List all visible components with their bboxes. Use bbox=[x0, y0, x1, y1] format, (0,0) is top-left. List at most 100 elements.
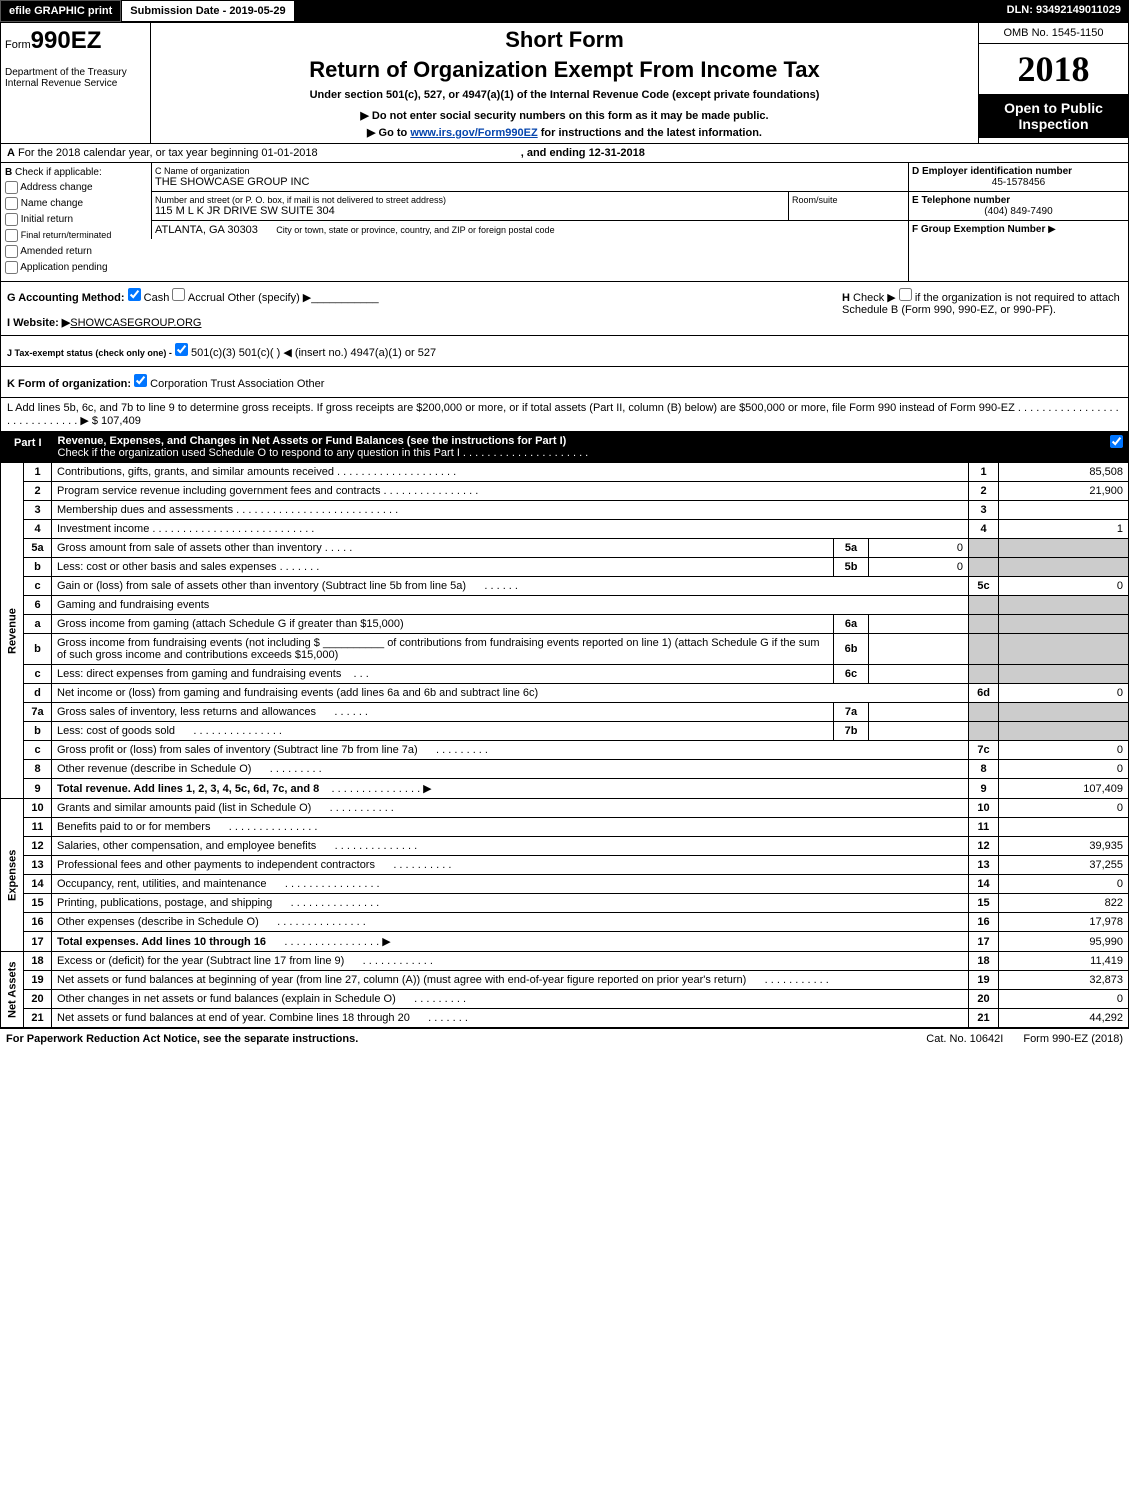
num-17: 17 bbox=[24, 932, 52, 952]
lbl-initial: Initial return bbox=[21, 214, 73, 225]
f-label: F Group Exemption Number bbox=[912, 224, 1045, 235]
num-20: 20 bbox=[24, 990, 52, 1009]
ln-7c: 7c bbox=[969, 741, 999, 760]
amt-18: 11,419 bbox=[999, 952, 1129, 971]
desc-10-text: Grants and similar amounts paid (list in… bbox=[57, 802, 311, 814]
desc-7a-text: Gross sales of inventory, less returns a… bbox=[57, 706, 316, 718]
sub-7b: 7b bbox=[834, 722, 869, 741]
num-3: 3 bbox=[24, 501, 52, 520]
check-pending: Application pending bbox=[5, 261, 147, 274]
desc-1: Contributions, gifts, grants, and simila… bbox=[52, 463, 969, 482]
row-8: 8 Other revenue (describe in Schedule O)… bbox=[1, 760, 1129, 779]
amt-19: 32,873 bbox=[999, 971, 1129, 990]
j-line: J Tax-exempt status (check only one) - 5… bbox=[7, 343, 1122, 359]
num-12: 12 bbox=[24, 837, 52, 856]
department: Department of the Treasury bbox=[5, 67, 146, 78]
amt-14: 0 bbox=[999, 875, 1129, 894]
desc-5c-text: Gain or (loss) from sale of assets other… bbox=[57, 580, 466, 592]
ln-16: 16 bbox=[969, 913, 999, 932]
desc-9: Total revenue. Add lines 1, 2, 3, 4, 5c,… bbox=[52, 779, 969, 799]
row-10: Expenses 10 Grants and similar amounts p… bbox=[1, 799, 1129, 818]
checkbox-part1[interactable] bbox=[1110, 435, 1123, 448]
amt-20: 0 bbox=[999, 990, 1129, 1009]
check-amended: Amended return bbox=[5, 245, 147, 258]
part1-header: Part I Revenue, Expenses, and Changes in… bbox=[0, 432, 1129, 462]
desc-17: Total expenses. Add lines 10 through 16 … bbox=[52, 932, 969, 952]
ln-6b-sh bbox=[969, 634, 999, 665]
lbl-address: Address change bbox=[20, 182, 92, 193]
row-6b: b Gross income from fundraising events (… bbox=[1, 634, 1129, 665]
row-5b: b Less: cost or other basis and sales ex… bbox=[1, 558, 1129, 577]
irs-label: Internal Revenue Service bbox=[5, 78, 146, 89]
i-label: I Website: ▶ bbox=[7, 317, 70, 329]
ln-1: 1 bbox=[969, 463, 999, 482]
section-b-header: B Check if applicable: bbox=[5, 167, 147, 178]
desc-21-text: Net assets or fund balances at end of ye… bbox=[57, 1012, 410, 1024]
checkbox-initial[interactable] bbox=[5, 213, 18, 226]
k-opts: Corporation Trust Association Other bbox=[150, 378, 324, 390]
desc-6d: Net income or (loss) from gaming and fun… bbox=[52, 684, 969, 703]
checkbox-final[interactable] bbox=[5, 229, 18, 242]
sub-6a: 6a bbox=[834, 615, 869, 634]
desc-17-text: Total expenses. Add lines 10 through 16 bbox=[57, 936, 266, 948]
side-revenue: Revenue bbox=[1, 463, 24, 799]
checkbox-name[interactable] bbox=[5, 197, 18, 210]
num-7b: b bbox=[24, 722, 52, 741]
section-a: A For the 2018 calendar year, or tax yea… bbox=[0, 144, 1129, 163]
num-13: 13 bbox=[24, 856, 52, 875]
ln-2: 2 bbox=[969, 482, 999, 501]
dln-number: DLN: 93492149011029 bbox=[999, 0, 1129, 22]
c-label: C Name of organization bbox=[155, 166, 905, 176]
checkbox-address[interactable] bbox=[5, 181, 18, 194]
row-7b: b Less: cost of goods sold . . . . . . .… bbox=[1, 722, 1129, 741]
row-6d: d Net income or (loss) from gaming and f… bbox=[1, 684, 1129, 703]
row-15: 15 Printing, publications, postage, and … bbox=[1, 894, 1129, 913]
desc-6a: Gross income from gaming (attach Schedul… bbox=[52, 615, 834, 634]
num-16: 16 bbox=[24, 913, 52, 932]
city-value: ATLANTA, GA 30303 bbox=[155, 224, 258, 236]
subtitle: Under section 501(c), 527, or 4947(a)(1)… bbox=[155, 89, 974, 101]
checkbox-cash[interactable] bbox=[128, 288, 141, 301]
check-name: Name change bbox=[5, 197, 147, 210]
ln-14: 14 bbox=[969, 875, 999, 894]
num-9: 9 bbox=[24, 779, 52, 799]
irs-link[interactable]: www.irs.gov/Form990EZ bbox=[410, 127, 537, 139]
main-title: Return of Organization Exempt From Incom… bbox=[155, 57, 974, 83]
amt-9: 107,409 bbox=[999, 779, 1129, 799]
checkbox-pending[interactable] bbox=[5, 261, 18, 274]
num-15: 15 bbox=[24, 894, 52, 913]
checkbox-corp[interactable] bbox=[134, 374, 147, 387]
l-section: L Add lines 5b, 6c, and 7b to line 9 to … bbox=[0, 398, 1129, 432]
row-13: 13 Professional fees and other payments … bbox=[1, 856, 1129, 875]
checkbox-501c3[interactable] bbox=[175, 343, 188, 356]
ln-5c: 5c bbox=[969, 577, 999, 596]
top-left: efile GRAPHIC print Submission Date - 20… bbox=[0, 0, 295, 22]
side-netassets: Net Assets bbox=[1, 952, 24, 1028]
d-box: D Employer identification number 45-1578… bbox=[909, 163, 1128, 192]
amt-5b-sh bbox=[999, 558, 1129, 577]
ln-13: 13 bbox=[969, 856, 999, 875]
num-14: 14 bbox=[24, 875, 52, 894]
checkbox-accrual[interactable] bbox=[172, 288, 185, 301]
print-button[interactable]: efile GRAPHIC print bbox=[0, 0, 121, 22]
desc-11-text: Benefits paid to or for members bbox=[57, 821, 210, 833]
g-accrual: Accrual bbox=[188, 292, 225, 304]
subval-6b bbox=[869, 634, 969, 665]
checkbox-amended[interactable] bbox=[5, 245, 18, 258]
amt-15: 822 bbox=[999, 894, 1129, 913]
instruction-2: ▶ Go to www.irs.gov/Form990EZ for instru… bbox=[155, 126, 974, 139]
ln-6a-sh bbox=[969, 615, 999, 634]
amt-12: 39,935 bbox=[999, 837, 1129, 856]
l-amount: ▶ $ 107,409 bbox=[80, 415, 140, 427]
row-18: Net Assets 18 Excess or (deficit) for th… bbox=[1, 952, 1129, 971]
row-5c: c Gain or (loss) from sale of assets oth… bbox=[1, 577, 1129, 596]
d-column: D Employer identification number 45-1578… bbox=[908, 163, 1128, 281]
desc-15-text: Printing, publications, postage, and shi… bbox=[57, 897, 272, 909]
ln-5b-sh bbox=[969, 558, 999, 577]
row-11: 11 Benefits paid to or for members . . .… bbox=[1, 818, 1129, 837]
form-990ez: 990EZ bbox=[31, 27, 102, 54]
amt-6b-sh bbox=[999, 634, 1129, 665]
amt-3 bbox=[999, 501, 1129, 520]
sub-5a: 5a bbox=[834, 539, 869, 558]
checkbox-h[interactable] bbox=[899, 288, 912, 301]
